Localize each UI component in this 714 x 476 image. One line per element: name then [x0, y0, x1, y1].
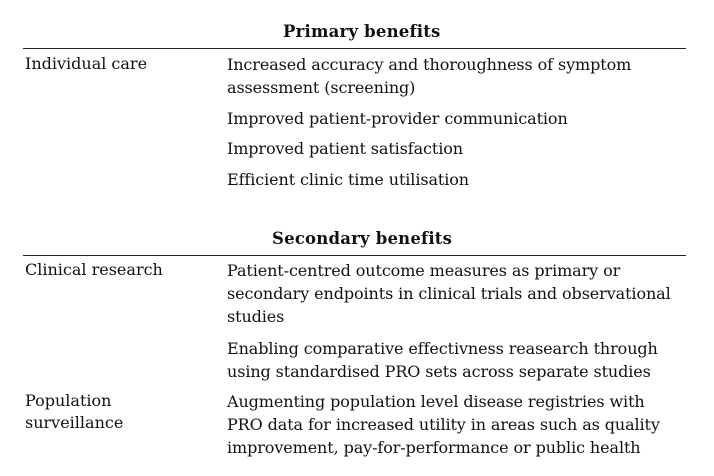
benefit-line: improvement, pay-for-performance or publ… — [227, 438, 641, 457]
benefit-item: Efficient clinic time utilisation — [227, 168, 697, 191]
benefit-line: assessment (screening) — [227, 78, 416, 97]
section-rule-primary — [23, 48, 686, 49]
benefit-line: using standardised PRO sets across separ… — [227, 362, 651, 381]
benefit-line: Augmenting population level disease regi… — [227, 392, 645, 411]
benefit-line: secondary endpoints in clinical trials a… — [227, 284, 671, 303]
benefit-item: Improved patient satisfaction — [227, 137, 697, 160]
benefit-item: Patient-centred outcome measures as prim… — [227, 259, 697, 328]
benefit-line: Patient-centred outcome measures as prim… — [227, 261, 621, 280]
benefit-line: Improved patient-provider communication — [227, 109, 568, 128]
row-label-line: Population — [25, 391, 112, 410]
benefit-item: Increased accuracy and thoroughness of s… — [227, 53, 697, 99]
section-title-primary: Primary benefits — [283, 22, 441, 41]
row-label-population-surveillance: Population surveillance — [25, 390, 215, 434]
row-label-clinical-research: Clinical research — [25, 260, 163, 279]
benefit-line: Increased accuracy and thoroughness of s… — [227, 55, 632, 74]
benefit-line: Improved patient satisfaction — [227, 139, 463, 158]
benefit-line: PRO data for increased utility in areas … — [227, 415, 660, 434]
row-label-individual-care: Individual care — [25, 54, 148, 73]
benefit-line: Efficient clinic time utilisation — [227, 170, 469, 189]
benefit-item: Improved patient-provider communication — [227, 107, 697, 130]
row-label-line: surveillance — [25, 413, 124, 432]
section-title-secondary: Secondary benefits — [272, 229, 453, 248]
benefit-line: Enabling comparative effectivness reasea… — [227, 339, 658, 358]
benefit-item: Augmenting population level disease regi… — [227, 390, 697, 459]
section-rule-secondary — [23, 255, 686, 256]
benefit-item: Enabling comparative effectivness reasea… — [227, 337, 697, 383]
benefit-line: studies — [227, 307, 285, 326]
